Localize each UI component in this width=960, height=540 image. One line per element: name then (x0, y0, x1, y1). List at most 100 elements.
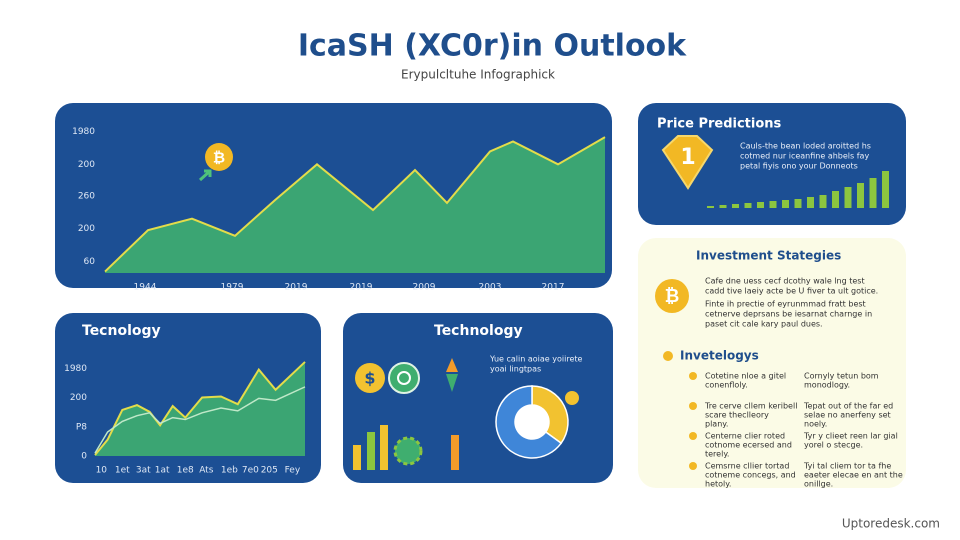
bar (707, 206, 714, 208)
text-line: scare theclleory (705, 411, 769, 420)
x-tick-label: 1979 (221, 283, 244, 293)
text-line: Tre cerve cllem keribell (704, 402, 797, 411)
bar (367, 432, 375, 470)
text-line: cadd tive laeiy acte be U fiver ta ult g… (705, 287, 878, 296)
panel-title: Technology (434, 323, 523, 339)
text-line: Cauls-the bean loded aroitted hs (740, 142, 871, 151)
bar (380, 425, 388, 470)
bullet-icon (689, 462, 697, 470)
panel-title: Price Predictions (657, 117, 782, 132)
bullet-icon (663, 351, 673, 361)
text-line: noely. (804, 420, 827, 429)
line (94, 361, 306, 456)
globe-icon (388, 362, 420, 394)
coin-symbol: $ (364, 369, 375, 388)
bar (807, 197, 814, 208)
bar (882, 171, 889, 208)
text-line: conenfloly. (705, 381, 748, 390)
bar (782, 200, 789, 208)
text-line: cotneme concegs, and (705, 471, 796, 480)
y-tick-label: 200 (78, 224, 95, 234)
y-tick-label: 200 (70, 393, 87, 403)
text-line: Tepat out of the far ed (803, 402, 893, 411)
x-tick-label: 2003 (479, 283, 502, 293)
text-line: Cornyly tetun bom (804, 372, 879, 381)
text-line: paset cit cale kary paul dues. (705, 320, 823, 329)
x-tick-label: 10 (96, 466, 108, 476)
y-tick-label: P8 (76, 423, 87, 433)
text-line: Cafe dne uess cecf dcothy wale lng test (705, 277, 865, 286)
list-title: Invetelogys (680, 349, 759, 363)
globe-icon (397, 371, 411, 385)
y-tick-label: 60 (84, 257, 96, 267)
bar (744, 203, 752, 208)
bar (719, 205, 727, 208)
x-tick-label: 2009 (413, 283, 436, 293)
bullet-icon (689, 372, 697, 380)
footer: Uptoredesk.com (842, 517, 940, 531)
text-line: eaeter elecae en ant the (804, 471, 903, 480)
x-tick-label: 2019 (285, 283, 308, 293)
pie-hole (515, 405, 549, 439)
coin-icon (655, 279, 689, 313)
panel (638, 238, 906, 488)
bar (857, 183, 864, 208)
text-line: petal fiyis ono your Donneots (740, 162, 858, 171)
y-tick-label: 260 (78, 191, 95, 201)
panel-title: Investment Stategies (696, 249, 841, 263)
title: IcaSH (XC0r)in Outlook (298, 29, 687, 64)
y-tick-label: 1980 (72, 127, 95, 137)
bar (732, 204, 739, 208)
text-line: cotnome ecersed and (705, 441, 792, 450)
bar (353, 445, 361, 470)
coin-icon (565, 391, 579, 405)
bar (869, 178, 877, 208)
gear-icon (393, 436, 423, 466)
diamond-icon (446, 374, 458, 392)
panel-title: Tecnology (82, 323, 161, 339)
arrow-icon (198, 169, 212, 182)
x-tick-label: 7e0 (242, 466, 259, 476)
bullet-icon (689, 402, 697, 410)
text-line: selae no anerfeny set (804, 411, 891, 420)
text-line: plany. (705, 420, 728, 429)
text-line: terely. (705, 450, 729, 459)
bar (794, 199, 802, 208)
x-tick-label: 1et (115, 466, 130, 476)
text-line: cetnerve deprsans be iesarnat charnge in (705, 310, 872, 319)
y-tick-label: 0 (81, 452, 87, 462)
bullet-icon (689, 432, 697, 440)
gem-icon (661, 135, 714, 190)
line (94, 386, 306, 454)
text-line: Yue calin aoiae yoiirete (489, 355, 582, 364)
text-line: Tyr y clieet reen lar gial (803, 432, 898, 441)
x-tick-label: 2017 (542, 283, 565, 293)
text-line: cotmed nur iceanfine ahbels fay (740, 152, 869, 161)
y-tick-label: 200 (78, 160, 95, 170)
x-tick-label: 1944 (134, 283, 157, 293)
text-line: hetoly. (705, 480, 731, 489)
y-tick-label: 1980 (64, 364, 87, 374)
coin-icon (355, 363, 385, 393)
x-tick-label: 1at (155, 466, 170, 476)
text-line: Cotetine nloe a gitel (705, 372, 786, 381)
x-tick-label: Ats (199, 466, 214, 476)
text-line: Finte ih prectie of eyrunmmad fratt best (705, 300, 866, 309)
line (104, 136, 606, 273)
subtitle: Erypulcltuhe Infographick (401, 68, 555, 82)
bar (757, 202, 764, 208)
x-tick-label: Fey (285, 466, 301, 476)
coin-symbol: ₿ (665, 286, 680, 307)
x-tick-label: 3at (136, 466, 151, 476)
x-tick-label: 2019 (350, 283, 373, 293)
text-line: yoai lingtpas (490, 365, 541, 374)
text-line: monodlogy. (804, 381, 850, 390)
text-line: yorel o stecge. (804, 441, 863, 450)
area (105, 137, 605, 273)
bar (451, 435, 459, 470)
x-tick-label: 1e8 (177, 466, 194, 476)
diamond-icon (446, 358, 458, 372)
bar (844, 187, 852, 208)
coin-icon (205, 143, 233, 171)
